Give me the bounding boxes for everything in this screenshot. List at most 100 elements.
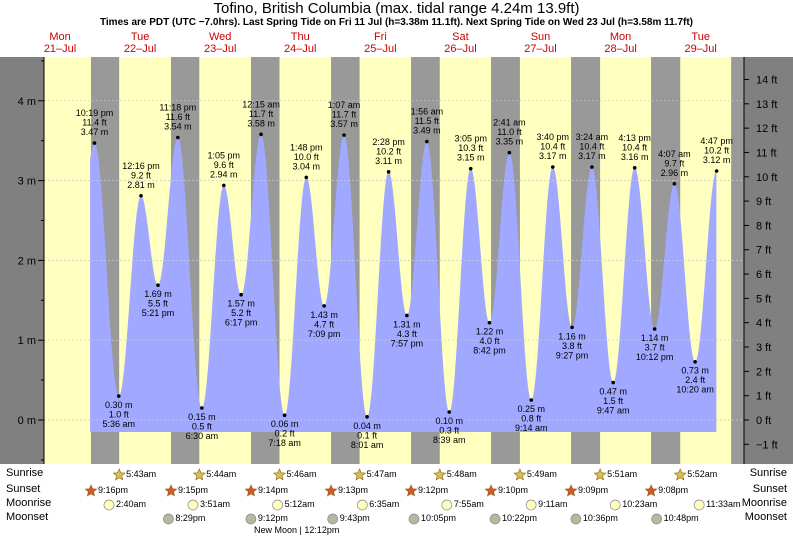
tide-high-time: 3:05 pm: [454, 134, 487, 144]
tide-high-feet: 10.4 ft: [622, 142, 648, 152]
day-label-weekday: Sat: [452, 31, 469, 43]
sunset-icon: [484, 484, 498, 497]
sunset-time: 9:12pm: [418, 485, 449, 495]
row-label-sunrise: Sunrise: [749, 467, 787, 479]
moonrise-icon: [356, 499, 368, 511]
tide-high-feet: 9.2 ft: [131, 170, 152, 180]
tide-low-time: 7:57 pm: [391, 338, 424, 348]
day-label: Tue 29–Jul: [671, 31, 731, 55]
moonset-time: 10:22pm: [502, 513, 538, 523]
tide-low-time: 5:21 pm: [142, 308, 175, 318]
right-axis-tick-label: 11 ft: [756, 147, 777, 159]
row-label-moonrise: Moonrise: [741, 497, 787, 509]
moonset-time: 10:36pm: [582, 513, 618, 523]
sunset-icon: [644, 484, 658, 497]
tide-high-time: 1:07 am: [328, 100, 361, 110]
tide-high-time: 10:19 pm: [76, 108, 114, 118]
tide-low-time: 5:36 am: [102, 419, 135, 429]
tide-extreme-point: [611, 380, 615, 385]
moonset-time: 10:05pm: [420, 513, 457, 523]
tide-high-time: 12:15 am: [242, 99, 280, 109]
moonset-icon: [570, 513, 582, 525]
row-label-moonset: Moonset: [744, 511, 787, 523]
moonrise-icon: [525, 499, 537, 511]
sunrise-time: 5:44am: [206, 469, 237, 479]
sunrise-icon: [513, 468, 527, 481]
page-title: Tofino, British Columbia (max. tidal ran…: [213, 0, 580, 17]
day-label: Sat 26–Jul: [430, 31, 490, 55]
tide-low-metres: 0.73 m: [681, 366, 709, 376]
day-label-weekday: Tue: [691, 31, 710, 43]
left-axis-tick-label: 1 m: [18, 335, 36, 347]
tide-high-feet: 11.4 ft: [82, 118, 107, 128]
sunset-time: 9:15pm: [177, 485, 208, 495]
tide-extreme-point: [425, 139, 429, 144]
tide-low-metres: 1.69 m: [144, 289, 172, 299]
tide-extreme-point: [259, 132, 263, 137]
day-label-weekday: Wed: [208, 31, 232, 43]
tide-high-feet: 10.2 ft: [704, 146, 730, 156]
tide-extreme-point: [239, 292, 243, 297]
left-axis-tick-label: 3 m: [18, 176, 36, 188]
tide-extreme-point: [139, 193, 143, 198]
tide-high-metres: 3.15 m: [457, 153, 485, 163]
row-label-sunset: Sunset: [6, 483, 41, 495]
page-subtitle: Times are PDT (UTC −7.0hrs). Last Spring…: [99, 17, 694, 28]
day-label-date: 28–Jul: [604, 43, 637, 55]
right-axis-tick-label: 12 ft: [756, 123, 777, 135]
tide-low-time: 8:39 am: [433, 435, 466, 445]
sunrise-time: 5:49am: [526, 469, 557, 479]
tide-low-feet: 4.0 ft: [479, 336, 500, 346]
right-axis-tick-label: 3 ft: [756, 342, 771, 354]
tide-extreme-point: [693, 359, 697, 364]
moonrise-icon: [693, 499, 705, 511]
tide-high-time: 4:47 pm: [700, 136, 733, 146]
tide-high-feet: 11.6 ft: [166, 112, 191, 122]
moonrise-icon: [441, 499, 453, 511]
tide-low-time: 8:42 pm: [473, 346, 506, 356]
tide-low-time: 7:09 pm: [308, 329, 341, 339]
tide-low-metres: 1.57 m: [227, 299, 255, 309]
tide-high-metres: 3.54 m: [164, 122, 192, 132]
right-axis-tick-label: 1 ft: [756, 391, 771, 403]
tide-high-time: 12:16 pm: [122, 161, 160, 171]
tide-extreme-point: [156, 283, 160, 287]
tide-high-time: 4:13 pm: [618, 133, 651, 143]
tide-high-metres: 3.47 m: [81, 127, 109, 137]
tide-extreme-point: [282, 413, 287, 418]
moonrise-icon: [272, 499, 283, 511]
tide-low-feet: 5.2 ft: [231, 308, 252, 318]
sunset-icon: [244, 484, 258, 497]
day-label: Mon 21–Jul: [30, 31, 90, 55]
sunset-time: 9:10pm: [498, 485, 529, 495]
row-label-moonrise: Moonrise: [6, 497, 52, 509]
moonrise-icon: [103, 499, 115, 511]
tide-high-feet: 9.6 ft: [214, 160, 235, 170]
tide-low-feet: 4.3 ft: [397, 329, 418, 339]
tide-low-feet: 3.7 ft: [645, 343, 666, 353]
tide-low-time: 10:12 pm: [636, 352, 674, 362]
tide-low-time: 6:17 pm: [225, 318, 258, 328]
tide-high-metres: 3.49 m: [413, 125, 441, 135]
moonrise-time: 10:23am: [622, 499, 658, 509]
day-label-date: 29–Jul: [684, 43, 717, 55]
tide-low-time: 8:01 am: [351, 440, 384, 450]
sunrise-time: 5:48am: [446, 469, 477, 479]
sunset-time: 9:13pm: [338, 485, 369, 495]
tide-extreme-point: [304, 175, 309, 180]
tide-low-feet: 4.7 ft: [314, 319, 335, 329]
moonset-icon: [245, 513, 257, 525]
left-axis-tick-label: 4 m: [18, 96, 36, 108]
day-label-date: 22–Jul: [123, 43, 157, 55]
day-label-date: 26–Jul: [444, 43, 477, 55]
moonrise-time: 7:55am: [453, 499, 484, 509]
moonrise-icon: [187, 499, 199, 511]
left-axis-tick-label: 0 m: [18, 415, 36, 427]
tide-high-feet: 10.4 ft: [579, 142, 605, 152]
sunset-time: 9:08pm: [658, 485, 689, 495]
right-axis-tick-label: 8 ft: [756, 220, 771, 232]
moonset-time: 9:43pm: [339, 513, 370, 523]
tide-high-metres: 3.04 m: [293, 161, 321, 171]
right-axis-tick-label: 2 ft: [756, 366, 771, 378]
tide-high-metres: 3.35 m: [496, 137, 524, 147]
